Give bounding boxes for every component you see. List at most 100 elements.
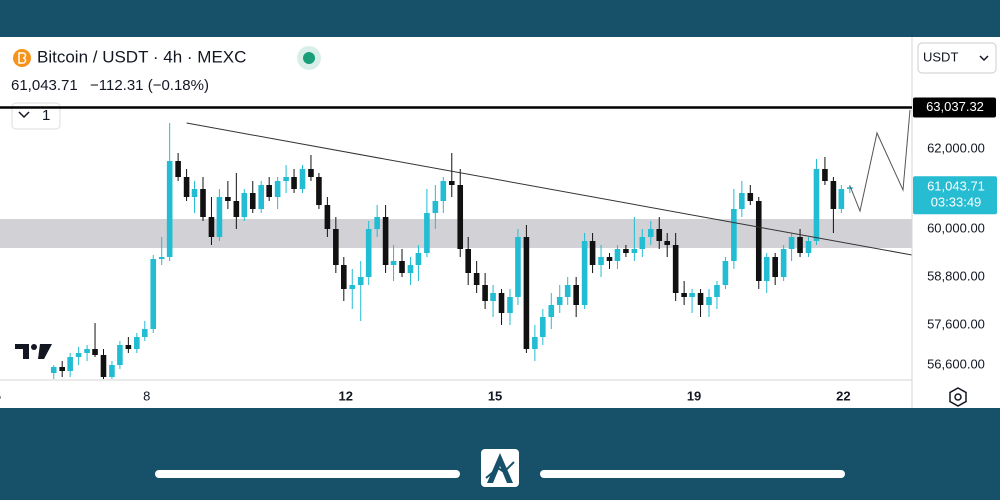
candle-body [291, 177, 297, 189]
candle-body [589, 241, 596, 265]
currency-select[interactable] [917, 42, 997, 74]
candle-body [407, 265, 414, 273]
candle-body [50, 367, 57, 373]
candle-body [100, 355, 107, 377]
tv-logo [31, 344, 37, 350]
candle-body [548, 305, 555, 317]
candle-body [614, 249, 621, 261]
candle-body [507, 297, 513, 313]
candle-body [324, 205, 331, 229]
y-tick-label: 62,000.00 [927, 140, 985, 155]
chevron [979, 55, 989, 62]
candle-body [822, 169, 828, 181]
nav-bar [540, 470, 845, 478]
candle-body [498, 293, 505, 313]
candle-body [365, 229, 372, 277]
candle-body [573, 285, 579, 305]
zone [0, 219, 912, 248]
candle-body [390, 261, 397, 265]
candle-body [780, 249, 787, 277]
candle-body [241, 193, 248, 217]
candle-body [647, 229, 654, 237]
candle-body [556, 297, 563, 305]
x-tick-label: 22 [836, 388, 850, 403]
settings-icon [954, 393, 962, 401]
candle-body [697, 293, 704, 305]
candle-body [714, 285, 720, 297]
chevron [18, 111, 30, 119]
candle-body [755, 201, 762, 281]
candle-body [581, 241, 588, 305]
candle-body [813, 169, 820, 241]
y-tick-label: 56,600.00 [927, 356, 985, 371]
candle-body [75, 353, 82, 357]
projection [849, 109, 911, 213]
candle-body [788, 237, 795, 249]
candle-body [109, 365, 115, 377]
nav-bar [155, 470, 460, 478]
candle-body [731, 209, 737, 261]
candle-body [639, 237, 646, 249]
candle-body [689, 293, 695, 297]
indicator-count: 1 [42, 107, 50, 124]
coin-symbol [18, 52, 27, 64]
candle-body [92, 349, 98, 355]
candle-body [797, 237, 803, 253]
candle-body [258, 185, 265, 209]
candle-body [349, 285, 356, 289]
candle-body [598, 257, 604, 265]
app-logo [487, 453, 513, 483]
candle-body [631, 249, 638, 253]
candle-body [333, 229, 339, 265]
candle-body [283, 177, 289, 181]
candle-body [664, 241, 671, 245]
coin-icon [13, 49, 31, 67]
indicator-toggle[interactable] [11, 102, 61, 130]
settings-icon[interactable] [949, 387, 967, 407]
candle-body [158, 257, 165, 259]
candle-body [606, 257, 613, 261]
x-tick-label: 12 [339, 388, 353, 403]
price-level-tag [913, 97, 996, 118]
candle-body [763, 257, 770, 281]
candle-body [482, 285, 488, 301]
price-level-label: 63,037.32 [926, 99, 984, 114]
candle-body [432, 201, 439, 213]
y-tick-label: 60,000.00 [927, 220, 985, 235]
x-tick-label: 5 [0, 388, 1, 403]
candle-body [672, 245, 679, 293]
candle-body [457, 185, 464, 249]
candle-body [465, 249, 471, 273]
candle-body [316, 177, 322, 205]
y-tick-label: 58,800.00 [927, 268, 985, 283]
candle-body [448, 181, 455, 185]
candle-body [847, 187, 853, 189]
currency-label: USDT [923, 49, 958, 64]
candle-body [805, 241, 812, 253]
candle-body [747, 193, 754, 201]
candle-body [200, 189, 206, 217]
candle-body [706, 297, 712, 305]
candle-body [166, 161, 173, 257]
candle-body [134, 337, 140, 349]
candle-body [830, 181, 837, 209]
candle-body [722, 261, 729, 285]
plot-area [0, 122, 912, 379]
candle-body [266, 185, 272, 197]
candle-body [532, 337, 538, 349]
candle-body [623, 249, 629, 253]
candle-body [540, 317, 546, 337]
candle-body [150, 259, 157, 329]
status-dot [303, 52, 315, 64]
header-price: 61,043.71 [11, 77, 78, 94]
candle-body [424, 213, 430, 253]
candle-body [249, 193, 256, 209]
candle-body [399, 261, 405, 273]
x-tick-label: 19 [687, 388, 701, 403]
last-price-tag [913, 176, 997, 215]
header-change: −112.31 (−0.18%) [90, 77, 209, 94]
candle-body [656, 229, 663, 241]
candle-body [183, 177, 190, 197]
candle-body [564, 285, 571, 297]
